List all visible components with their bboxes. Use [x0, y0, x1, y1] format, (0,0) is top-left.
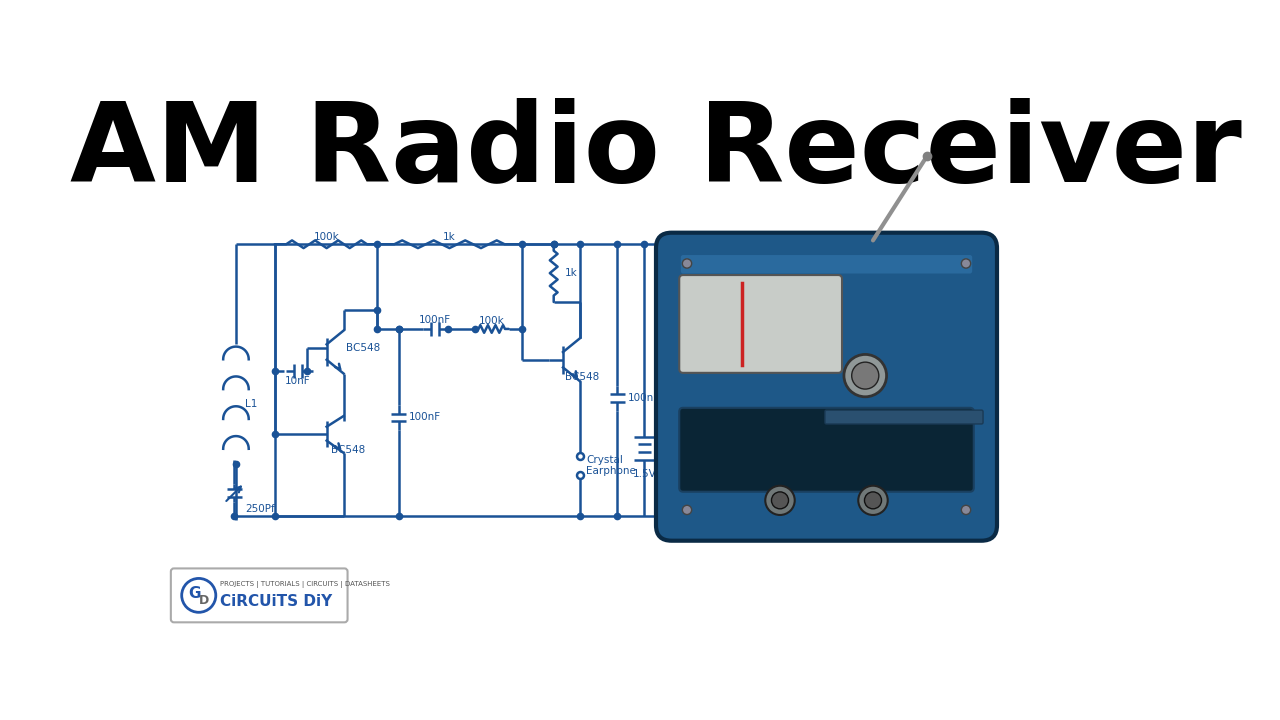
FancyBboxPatch shape: [681, 255, 973, 274]
Ellipse shape: [864, 492, 882, 509]
Text: BC548: BC548: [330, 445, 365, 455]
Text: 100k: 100k: [479, 316, 504, 326]
Text: BC548: BC548: [564, 372, 599, 382]
Text: 10nF: 10nF: [285, 376, 311, 385]
Text: 100k: 100k: [314, 232, 339, 241]
Ellipse shape: [765, 486, 795, 515]
Text: 1k: 1k: [564, 268, 577, 278]
Ellipse shape: [844, 354, 887, 397]
Text: 1.5V: 1.5V: [632, 469, 657, 479]
Ellipse shape: [851, 362, 879, 389]
Ellipse shape: [772, 492, 788, 509]
FancyBboxPatch shape: [680, 275, 842, 373]
Text: PROJECTS | TUTORIALS | CIRCUITS | DATASHEETS: PROJECTS | TUTORIALS | CIRCUITS | DATASH…: [220, 581, 390, 588]
Text: BC548: BC548: [346, 343, 380, 354]
Circle shape: [682, 505, 691, 515]
Text: 100nF: 100nF: [419, 315, 451, 325]
FancyBboxPatch shape: [680, 408, 974, 492]
Ellipse shape: [859, 486, 888, 515]
Circle shape: [182, 578, 216, 612]
Text: 100nF: 100nF: [627, 393, 659, 403]
Text: AM Radio Receiver: AM Radio Receiver: [70, 99, 1242, 205]
Circle shape: [961, 259, 970, 268]
FancyBboxPatch shape: [824, 410, 983, 424]
Text: +: +: [657, 427, 669, 442]
FancyBboxPatch shape: [657, 233, 997, 541]
Text: D: D: [200, 594, 210, 607]
Text: CiRCUiTS DiY: CiRCUiTS DiY: [220, 593, 333, 608]
FancyBboxPatch shape: [170, 568, 348, 622]
Circle shape: [682, 259, 691, 268]
Text: 250Pf: 250Pf: [246, 504, 275, 514]
Text: 100nF: 100nF: [408, 413, 440, 423]
Text: G: G: [188, 585, 201, 600]
Text: 1k: 1k: [443, 232, 456, 241]
Circle shape: [961, 505, 970, 515]
Text: L1: L1: [246, 399, 257, 409]
Text: Crystal
Earphone: Crystal Earphone: [586, 455, 636, 477]
